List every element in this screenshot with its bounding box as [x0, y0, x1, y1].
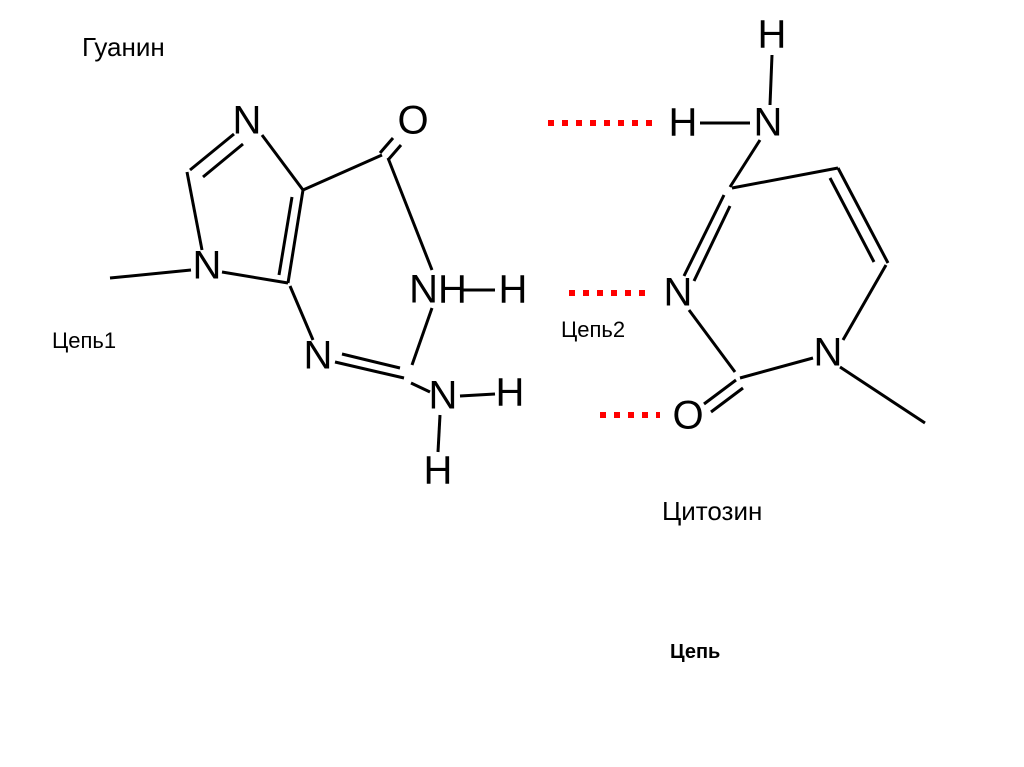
bond [290, 286, 313, 340]
chain-label: Цепь [670, 641, 720, 663]
bond [460, 394, 495, 396]
atom-o: O [397, 99, 428, 143]
atom-n: N [233, 99, 262, 143]
atom-n: N [429, 374, 458, 418]
atom-n: N [814, 331, 843, 375]
bond [711, 388, 743, 412]
bond [335, 362, 404, 378]
bond [303, 155, 382, 190]
bond [262, 135, 303, 190]
bond [840, 367, 925, 423]
bond [388, 145, 401, 160]
bond [732, 168, 838, 188]
bond [843, 265, 886, 340]
atom-n: N [193, 244, 222, 288]
bond [388, 158, 432, 270]
bond [740, 358, 813, 378]
bond [838, 168, 888, 263]
bond [187, 172, 202, 250]
bond [380, 138, 393, 153]
bond [689, 310, 735, 372]
bond [770, 55, 772, 105]
bond [411, 383, 430, 392]
bond [684, 195, 724, 276]
atom-o: O [672, 394, 703, 438]
atom-h: H [669, 101, 698, 145]
cytosine-label: Цитозин [662, 496, 762, 526]
bond [730, 140, 760, 187]
guanine-label: Гуанин [82, 32, 165, 62]
atom-n: N [304, 334, 333, 378]
bond [203, 144, 243, 177]
atom-h: H [424, 449, 453, 493]
atom-h: H [499, 268, 528, 312]
bond [704, 380, 736, 404]
atom-h: H [496, 371, 525, 415]
atom-h: H [758, 13, 787, 57]
bond [438, 415, 440, 452]
atom-n: N [664, 271, 693, 315]
atom-n: N [754, 101, 783, 145]
atom-nh: NH [409, 268, 467, 312]
bond [412, 308, 432, 365]
chain2-label: Цепь2 [561, 317, 625, 342]
bond [110, 270, 191, 278]
chain1-label: Цепь1 [52, 328, 116, 353]
bond [190, 134, 234, 170]
bond [830, 178, 874, 262]
